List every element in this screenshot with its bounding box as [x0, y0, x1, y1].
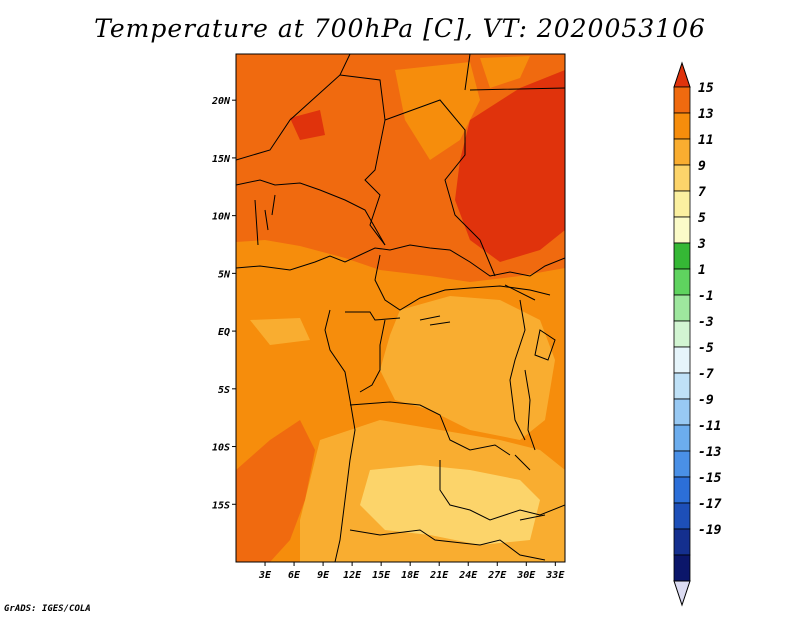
- border-nw: [236, 54, 351, 161]
- y-tick-label: EQ: [218, 327, 230, 338]
- colorbar-over-arrow: [673, 61, 691, 88]
- x-tick-label: 15E: [372, 570, 391, 581]
- x-tick-label: 21E: [429, 570, 449, 581]
- colorbar-label: -11: [698, 419, 721, 434]
- y-tick-label: 5N: [218, 269, 231, 280]
- y-tick-label: 10S: [212, 443, 230, 454]
- y-tick-label: 5S: [218, 385, 230, 396]
- y-tick-label: 10N: [212, 212, 231, 223]
- colorbar-swatch: [673, 398, 691, 426]
- coastline-west: [324, 309, 356, 562]
- colorbar-under-arrow: [673, 580, 691, 607]
- colorbar-label: -3: [698, 315, 714, 330]
- colorbar-label: -13: [698, 445, 722, 460]
- colorbar-label: 7: [698, 185, 706, 200]
- colorbar-swatch: [673, 138, 691, 166]
- x-tick-label: 9E: [317, 570, 330, 581]
- colorbar-label: 3: [697, 237, 706, 252]
- border-drc-angola: [349, 401, 511, 456]
- temperature-field: [236, 54, 565, 562]
- colorbar-swatch: [673, 372, 691, 400]
- colorbar-label: -19: [698, 523, 722, 538]
- colorbar-label: -7: [698, 367, 714, 382]
- y-tick-label: 20N: [211, 96, 231, 107]
- y-axis: 20N 15N 10N 5N EQ 5S 10S 15S: [211, 96, 236, 511]
- colorbar-label: -1: [698, 289, 714, 304]
- x-axis: 3E 6E 9E 12E 15E 18E 21E 24E 27E 30E 33E: [258, 562, 565, 581]
- colorbar-label: -9: [698, 393, 714, 408]
- x-tick-label: 24E: [458, 570, 478, 581]
- colorbar-label: 1: [698, 263, 706, 278]
- colorbar: 15 13 11 9 7 5 3 1 -1 -3 -5 -7 -9 -11 -13 -15 -17 -19: [673, 61, 722, 607]
- field-patch-7-9-central: [380, 296, 555, 440]
- x-tick-label: 30E: [516, 570, 536, 581]
- border-namibia: [349, 529, 546, 561]
- border-sahel: [236, 179, 386, 246]
- colorbar-label: 9: [698, 159, 706, 174]
- y-tick-label: 15S: [212, 500, 230, 511]
- colorbar-swatch: [673, 424, 691, 452]
- border-west-africa: [254, 194, 276, 246]
- colorbar-swatch: [673, 450, 691, 478]
- colorbar-swatch: [673, 294, 691, 322]
- colorbar-swatch: [673, 528, 691, 556]
- colorbar-label: -17: [698, 497, 722, 512]
- field-patch-9-11-ne: [480, 56, 530, 88]
- colorbar-label: 5: [698, 211, 706, 226]
- colorbar-swatch: [673, 164, 691, 192]
- colorbar-swatch: [673, 320, 691, 348]
- y-tick-label: 15N: [212, 154, 231, 165]
- map-frame: [235, 53, 566, 563]
- colorbar-swatch: [673, 476, 691, 504]
- field-patch-11-13-atlantic: [236, 420, 315, 562]
- lakes-rivers: [419, 284, 556, 361]
- field-patch-13-15-west: [290, 110, 325, 140]
- field-band-13-15: [455, 70, 565, 262]
- colorbar-label: 13: [698, 107, 714, 122]
- border-angola-zambia: [439, 460, 565, 521]
- colorbar-swatch: [673, 346, 691, 374]
- field-patch-9-11-north: [395, 62, 480, 160]
- x-tick-label: 27E: [487, 570, 507, 581]
- border-cameroon-congo: [345, 311, 401, 321]
- colorbar-label: 15: [698, 81, 714, 96]
- x-tick-label: 3E: [258, 570, 272, 581]
- field-patch-7-9-gabon: [250, 318, 310, 345]
- border-chad-sudan: [384, 99, 496, 277]
- credit-label: GrADS: IGES/COLA: [4, 604, 91, 614]
- colorbar-label: 11: [698, 133, 714, 148]
- border-libya-egypt: [464, 54, 565, 91]
- border-niger-chad: [339, 74, 386, 246]
- colorbar-swatch: [673, 502, 691, 530]
- border-car: [374, 254, 551, 311]
- x-tick-label: 18E: [401, 570, 420, 581]
- colorbar-swatch: [673, 268, 691, 296]
- country-borders: [236, 54, 565, 562]
- colorbar-label: -5: [698, 341, 714, 356]
- border-east: [509, 299, 526, 441]
- colorbar-swatch: [673, 242, 691, 270]
- colorbar-swatch: [673, 216, 691, 244]
- colorbar-label: -15: [698, 471, 722, 486]
- x-tick-label: 33E: [545, 570, 565, 581]
- coastline-guinea: [236, 244, 565, 277]
- x-tick-label: 6E: [288, 570, 301, 581]
- x-tick-label: 12E: [343, 570, 362, 581]
- east-lakes: [514, 369, 546, 521]
- colorbar-swatch: [673, 554, 691, 582]
- colorbar-swatch: [673, 86, 691, 114]
- colorbar-swatch: [673, 190, 691, 218]
- border-congo-drc: [359, 319, 386, 393]
- colorbar-swatch: [673, 112, 691, 140]
- page-title: Temperature at 700hPa [C], VT: 202005310…: [94, 14, 706, 43]
